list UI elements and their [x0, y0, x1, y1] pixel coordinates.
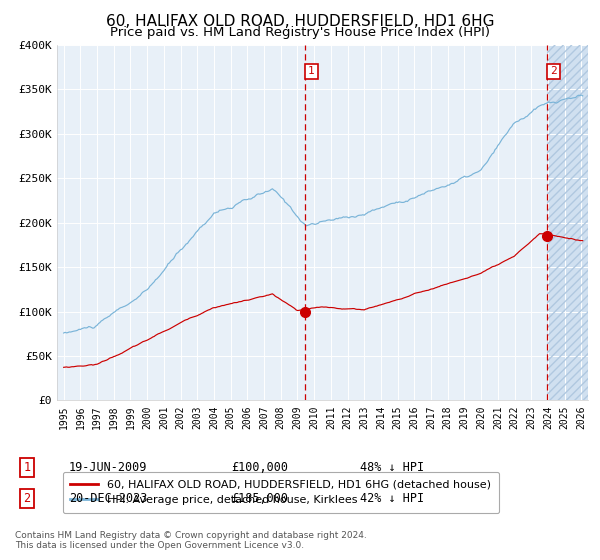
Text: 42% ↓ HPI: 42% ↓ HPI: [360, 492, 424, 505]
Text: 1: 1: [308, 67, 315, 77]
Text: £185,000: £185,000: [231, 492, 288, 505]
Text: 19-JUN-2009: 19-JUN-2009: [69, 461, 148, 474]
Legend: 60, HALIFAX OLD ROAD, HUDDERSFIELD, HD1 6HG (detached house), HPI: Average price: 60, HALIFAX OLD ROAD, HUDDERSFIELD, HD1 …: [62, 472, 499, 513]
Text: Price paid vs. HM Land Registry's House Price Index (HPI): Price paid vs. HM Land Registry's House …: [110, 26, 490, 39]
Text: 60, HALIFAX OLD ROAD, HUDDERSFIELD, HD1 6HG: 60, HALIFAX OLD ROAD, HUDDERSFIELD, HD1 …: [106, 14, 494, 29]
Text: £100,000: £100,000: [231, 461, 288, 474]
Text: Contains HM Land Registry data © Crown copyright and database right 2024.
This d: Contains HM Land Registry data © Crown c…: [15, 530, 367, 550]
Bar: [547, 45, 600, 400]
Text: 2: 2: [23, 492, 31, 505]
Text: 20-DEC-2023: 20-DEC-2023: [69, 492, 148, 505]
Bar: [547, 45, 600, 400]
Text: 2: 2: [550, 67, 557, 77]
Text: 1: 1: [23, 461, 31, 474]
Text: 48% ↓ HPI: 48% ↓ HPI: [360, 461, 424, 474]
